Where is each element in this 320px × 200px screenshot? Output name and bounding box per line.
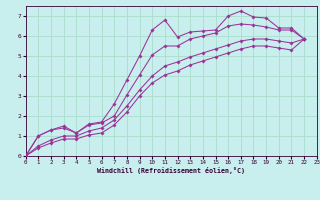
X-axis label: Windchill (Refroidissement éolien,°C): Windchill (Refroidissement éolien,°C) [97,167,245,174]
